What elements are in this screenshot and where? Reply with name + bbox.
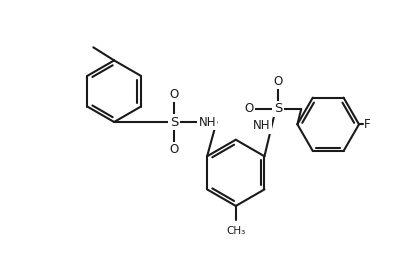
- Text: O: O: [244, 102, 253, 115]
- Text: O: O: [170, 88, 179, 101]
- Text: O: O: [274, 75, 283, 88]
- Text: NH: NH: [199, 115, 216, 128]
- Text: S: S: [170, 115, 178, 128]
- Text: CH₃: CH₃: [226, 226, 246, 236]
- Text: O: O: [170, 143, 179, 156]
- Text: S: S: [274, 102, 282, 115]
- Text: NH: NH: [253, 119, 271, 132]
- Text: F: F: [364, 118, 370, 131]
